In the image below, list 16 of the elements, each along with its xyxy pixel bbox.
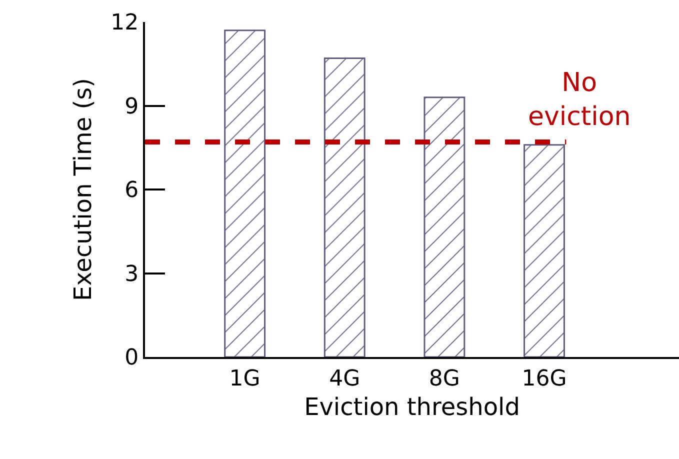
y-tick-label: 9 (124, 94, 139, 120)
bar (324, 58, 366, 357)
x-tick-label: 16G (522, 366, 567, 392)
ref-line-label: No eviction (528, 68, 631, 132)
bar (524, 144, 565, 357)
y-tick-label: 6 (124, 178, 139, 204)
x-tick-label: 4G (329, 366, 360, 392)
y-tick-label: 0 (124, 346, 139, 371)
y-axis-title: Execution Time (s) (69, 78, 98, 301)
y-tick-label: 12 (110, 10, 139, 36)
x-tick-label: 1G (229, 366, 260, 392)
y-tick-label: 3 (124, 262, 139, 287)
x-axis-title: Eviction threshold (304, 393, 520, 422)
bar (224, 30, 266, 357)
x-tick-label: 8G (428, 366, 460, 392)
bar (424, 96, 466, 357)
